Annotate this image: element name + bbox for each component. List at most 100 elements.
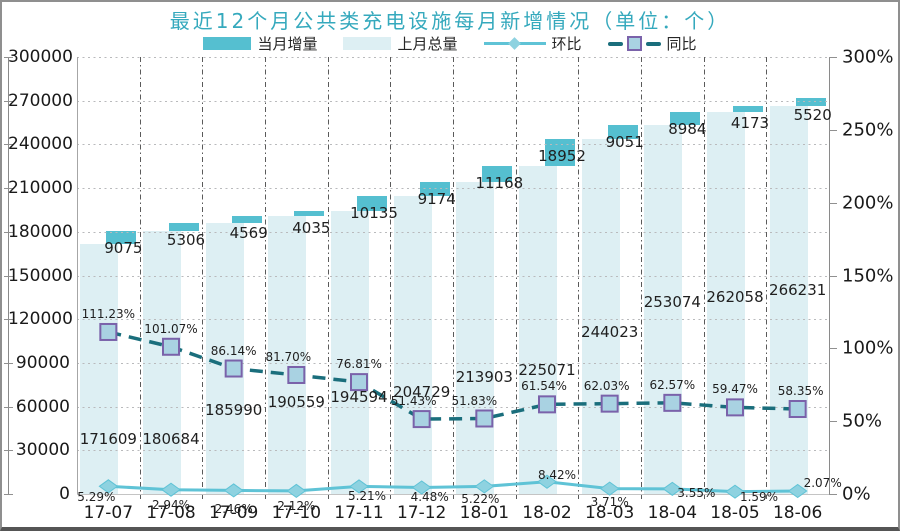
mom-diamond-marker: [725, 484, 745, 499]
v-gridline: [766, 57, 768, 499]
mom-diamond-marker: [787, 483, 808, 499]
mom-label: 4.48%: [410, 490, 449, 505]
bar-total: [707, 112, 745, 494]
y-right-tick: [829, 421, 837, 423]
x-tick-label: 17-10: [271, 503, 322, 523]
x-tick-label: 17-11: [334, 503, 384, 523]
y-right-tick-label: 150%: [842, 265, 894, 286]
increment-label: 18952: [538, 146, 586, 165]
plot-bottom-border: [77, 494, 829, 495]
y-left-tick: [4, 319, 13, 321]
v-gridline: [453, 57, 454, 499]
v-gridline: [703, 57, 705, 499]
y-left-tick: [4, 362, 13, 364]
bar-increment: [482, 166, 513, 183]
mom-diamond-marker: [349, 479, 369, 494]
yoy-square-marker: [475, 409, 494, 428]
bar-increment: [231, 216, 262, 224]
total-label: 266231: [769, 280, 827, 299]
y-right-tick: [829, 494, 837, 495]
bar-increment: [733, 106, 763, 113]
bar-total: [331, 210, 369, 494]
bar-increment: [545, 138, 575, 167]
mom-label: 2.07%: [803, 475, 842, 490]
y-left-tick-label: 120000: [8, 309, 73, 330]
x-tick-label: 18-05: [710, 503, 760, 523]
bar-increment: [795, 98, 826, 107]
mom-diamond-marker: [474, 479, 495, 494]
y-left-tick: [4, 100, 13, 102]
y-left-tick-label: 90000: [15, 352, 70, 373]
chart-legend: 当月增量 上月总量 环比 同比: [2, 33, 898, 54]
yoy-square-marker: [663, 393, 682, 412]
total-label: 262058: [706, 287, 764, 306]
yoy-square-marker: [350, 373, 368, 392]
yoy-label: 101.07%: [144, 321, 198, 336]
yoy-square-marker: [726, 398, 744, 417]
y-left-tick-label: 240000: [8, 134, 73, 155]
y-left-tick: [4, 57, 13, 58]
mom-diamond-marker: [98, 479, 119, 494]
yoy-label: 81.70%: [265, 349, 312, 364]
increment-label: 9174: [417, 190, 456, 209]
y-left-tick-label: 30000: [15, 440, 70, 461]
y-left-tick-label: 210000: [8, 178, 73, 199]
yoy-label: 51.83%: [451, 393, 498, 408]
x-tick-label: 18-01: [459, 503, 510, 523]
mom-diamond-marker: [411, 480, 432, 495]
y-right-tick-label: 0%: [842, 483, 871, 505]
legend-label-total: 上月总量: [397, 35, 458, 53]
lines-layer: [98, 322, 808, 499]
mom-label: 2.46%: [214, 502, 253, 517]
increment-label: 10135: [350, 203, 398, 222]
v-gridline: [641, 57, 642, 499]
mom-label: 5.29%: [77, 490, 116, 505]
v-gridline: [265, 57, 266, 499]
increment-label: 5520: [793, 106, 832, 125]
v-gridline: [515, 57, 517, 499]
mom-diamond-marker: [286, 483, 307, 499]
total-label: 180684: [142, 429, 200, 448]
v-gridline: [578, 57, 580, 499]
v-gridline: [390, 57, 392, 499]
y-left-tick: [4, 450, 13, 452]
legend-label-yoy: 同比: [666, 35, 697, 53]
yoy-square-marker: [224, 359, 243, 378]
mom-label: 8.42%: [537, 467, 577, 482]
mom-label: 3.55%: [677, 485, 716, 500]
y-right-tick: [829, 275, 837, 277]
y-right-tick-label: 100%: [842, 337, 894, 359]
y-left-tick: [4, 494, 13, 495]
mom-label: 2.94%: [151, 497, 191, 512]
y-right-tick-label: 250%: [842, 119, 894, 141]
increment-label: 4173: [730, 114, 770, 133]
bar-total: [769, 106, 808, 494]
y-left-tick-label: 180000: [8, 221, 73, 242]
y-right-tick: [829, 57, 837, 58]
yoy-square-marker: [412, 410, 431, 429]
y-left-tick-label: 60000: [15, 396, 70, 417]
total-label: 171609: [79, 429, 137, 448]
yoy-label: 76.81%: [336, 357, 382, 372]
bar-total: [80, 244, 119, 494]
yoy-label: 111.23%: [81, 306, 136, 321]
y-right-tick: [829, 348, 837, 350]
y-left-tick: [4, 275, 13, 277]
total-label: 225071: [518, 360, 576, 379]
bar-total: [393, 195, 432, 494]
x-tick-label: 17-07: [83, 503, 134, 523]
y-left-tick: [4, 188, 13, 190]
y-left-tick: [4, 406, 13, 408]
yoy-square-marker: [99, 322, 118, 341]
y-left-tick-label: 300000: [8, 47, 73, 67]
yoy-label: 86.14%: [210, 343, 257, 358]
chart-title: 最近12个月公共类充电设施每月新增情况（单位：个）: [169, 9, 731, 33]
bar-total: [205, 223, 244, 494]
legend-item-total: 上月总量: [343, 33, 458, 54]
y-left-tick: [4, 231, 13, 233]
increment-label: 4035: [292, 218, 331, 237]
x-tick-label: 17-09: [208, 503, 259, 523]
y-right-tick-label: 300%: [842, 46, 894, 68]
y-right-tick: [829, 129, 837, 131]
